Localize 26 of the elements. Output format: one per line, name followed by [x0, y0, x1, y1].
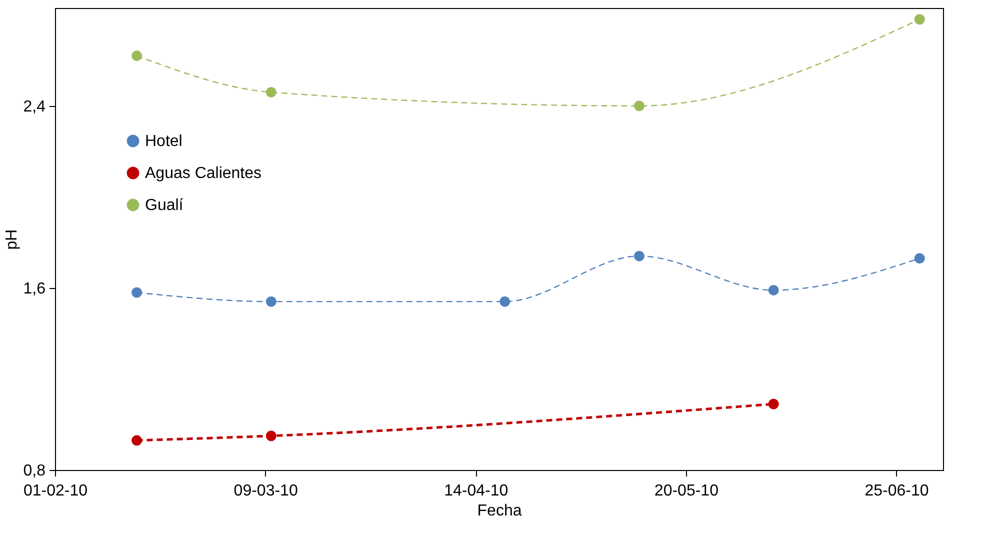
point — [768, 284, 779, 296]
point — [914, 14, 925, 25]
point — [132, 435, 142, 446]
legend-label: Hotel — [145, 133, 182, 150]
x-tick-label: 20-05-10 — [654, 482, 719, 500]
point — [266, 430, 276, 442]
y-tick-label: 2,4 — [23, 98, 46, 116]
legend-label: Gualí — [145, 197, 184, 214]
x-tick-label: 25-06-10 — [864, 482, 929, 500]
point — [266, 86, 276, 98]
point — [634, 100, 644, 112]
point — [500, 296, 510, 307]
legend-label: Aguas Calientes — [145, 165, 262, 182]
y-tick-label: 1,6 — [23, 280, 46, 298]
y-tick-label: 0,8 — [23, 462, 46, 480]
y-axis-title: pH — [3, 229, 20, 250]
x-tick-label: 14-04-10 — [444, 482, 508, 500]
point — [132, 287, 142, 298]
x-tick-label: 09-03-10 — [234, 482, 298, 500]
point — [634, 250, 644, 262]
point — [266, 296, 276, 307]
point — [914, 253, 925, 264]
point — [768, 398, 779, 410]
x-axis-title: Fecha — [477, 502, 522, 520]
x-tick-label: 01-02-10 — [23, 482, 88, 500]
point — [132, 50, 142, 62]
